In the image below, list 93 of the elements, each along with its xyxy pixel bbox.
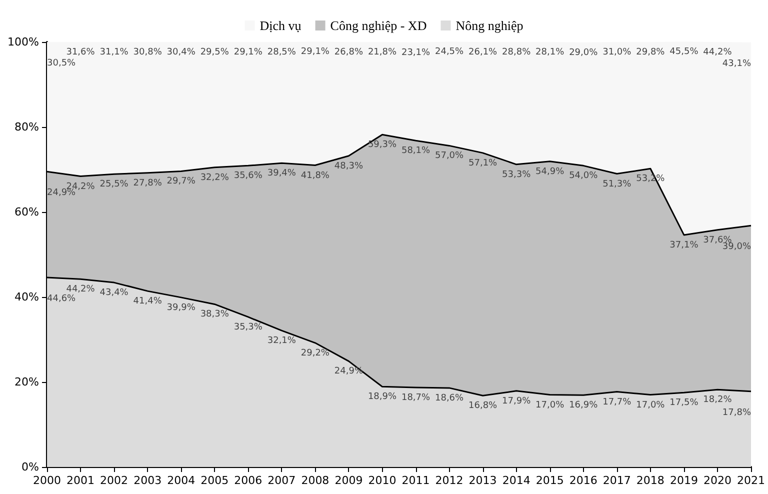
- x-tick-label: 2011: [402, 474, 430, 487]
- data-label: 29,1%: [300, 47, 330, 58]
- data-label: 17,7%: [602, 397, 632, 408]
- data-label: 29,1%: [234, 48, 263, 58]
- data-label: 35,6%: [234, 171, 263, 182]
- x-tick-label: 2016: [569, 474, 598, 487]
- data-label: 44,6%: [47, 294, 76, 304]
- x-tick-label: 2006: [234, 474, 262, 487]
- data-label: 31,0%: [602, 48, 632, 58]
- data-label: 51,3%: [602, 179, 632, 190]
- data-label: 28,1%: [536, 48, 565, 58]
- x-tick-label: 2004: [167, 474, 196, 487]
- data-label: 57,1%: [468, 158, 498, 168]
- data-label: 54,0%: [569, 171, 598, 182]
- data-label: 18,9%: [368, 392, 397, 402]
- legend-label: Công nghiệp - XD: [330, 18, 427, 33]
- data-label: 39,4%: [267, 168, 296, 179]
- x-tick-label: 2018: [636, 474, 664, 487]
- data-label: 17,9%: [502, 396, 532, 406]
- data-label: 17,0%: [536, 400, 565, 410]
- x-tick-label: 2007: [268, 474, 296, 487]
- x-tick-label: 2020: [703, 474, 732, 487]
- y-tick-label: 60%: [14, 206, 39, 218]
- data-label: 32,1%: [267, 336, 296, 346]
- data-label: 44,2%: [66, 284, 96, 295]
- data-label: 43,1%: [722, 58, 752, 69]
- x-tick-label: 2012: [435, 474, 464, 487]
- data-label: 29,8%: [636, 48, 666, 58]
- data-label: 57,0%: [434, 151, 464, 162]
- y-tick-label: 0%: [22, 460, 39, 474]
- x-tick-label: 2021: [737, 474, 766, 487]
- data-label: 48,3%: [334, 161, 364, 172]
- x-tick-label: 2003: [134, 474, 162, 487]
- data-label: 29,0%: [569, 48, 598, 58]
- data-label: 30,5%: [47, 58, 76, 68]
- data-label: 18,2%: [703, 395, 732, 406]
- data-label: 39,9%: [166, 302, 196, 313]
- data-label: 18,6%: [434, 393, 464, 404]
- data-label: 26,8%: [334, 48, 364, 58]
- data-label: 38,3%: [200, 310, 230, 320]
- y-tick-label: 20%: [14, 376, 39, 388]
- data-label: 31,6%: [66, 48, 96, 58]
- data-label: 24,9%: [47, 188, 76, 198]
- y-tick-label: 40%: [14, 290, 39, 304]
- x-tick-label: 2008: [301, 474, 330, 487]
- data-label: 16,8%: [468, 401, 498, 412]
- x-tick-label: 2014: [502, 474, 530, 487]
- data-label: 37,1%: [670, 240, 699, 250]
- data-label: 30,4%: [166, 48, 196, 58]
- data-label: 24,5%: [434, 47, 464, 58]
- legend-label: Dịch vụ: [260, 18, 302, 33]
- x-tick-label: 2010: [368, 474, 396, 487]
- data-label: 45,5%: [670, 47, 699, 58]
- data-label: 43,4%: [100, 288, 129, 298]
- data-label: 32,2%: [200, 172, 230, 183]
- data-label: 21,8%: [368, 48, 397, 58]
- data-label: 53,3%: [502, 170, 532, 180]
- x-tick-label: 2015: [536, 474, 564, 487]
- data-label: 35,3%: [234, 322, 263, 332]
- x-tick-label: 2013: [468, 474, 497, 487]
- data-label: 29,2%: [300, 348, 330, 358]
- data-label: 26,1%: [468, 48, 498, 58]
- x-tick-label: 2009: [334, 474, 363, 487]
- y-tick-label: 100%: [8, 36, 39, 48]
- data-label: 29,7%: [166, 176, 196, 187]
- x-tick-label: 2017: [602, 474, 631, 487]
- data-label: 29,5%: [200, 48, 230, 58]
- data-label: 31,1%: [100, 48, 129, 58]
- data-label: 28,8%: [502, 48, 532, 58]
- x-tick-label: 2001: [66, 474, 95, 487]
- x-tick-label: 2019: [670, 474, 698, 487]
- data-label: 58,1%: [401, 146, 431, 156]
- data-label: 18,7%: [401, 393, 431, 404]
- x-tick-label: 2000: [33, 474, 61, 487]
- data-label: 54,9%: [536, 166, 565, 177]
- data-label: 30,8%: [133, 48, 162, 58]
- y-tick-label: 80%: [14, 120, 39, 134]
- data-label: 59,3%: [368, 140, 397, 150]
- data-label: 25,5%: [100, 180, 129, 190]
- x-tick-label: 2005: [200, 474, 229, 487]
- legend-label: Nông nghiệp: [456, 18, 524, 33]
- data-label: 17,8%: [722, 408, 752, 418]
- data-label: 17,0%: [636, 400, 666, 410]
- data-label: 16,9%: [569, 400, 598, 411]
- x-tick-label: 2002: [100, 474, 128, 487]
- data-label: 17,5%: [670, 398, 699, 408]
- data-label: 44,2%: [703, 48, 732, 58]
- data-label: 23,1%: [401, 48, 431, 58]
- data-label: 24,9%: [334, 366, 364, 377]
- data-label: 41,4%: [133, 296, 162, 307]
- data-label: 27,8%: [133, 178, 162, 188]
- data-label: 41,8%: [300, 170, 330, 181]
- data-label: 28,5%: [267, 48, 296, 58]
